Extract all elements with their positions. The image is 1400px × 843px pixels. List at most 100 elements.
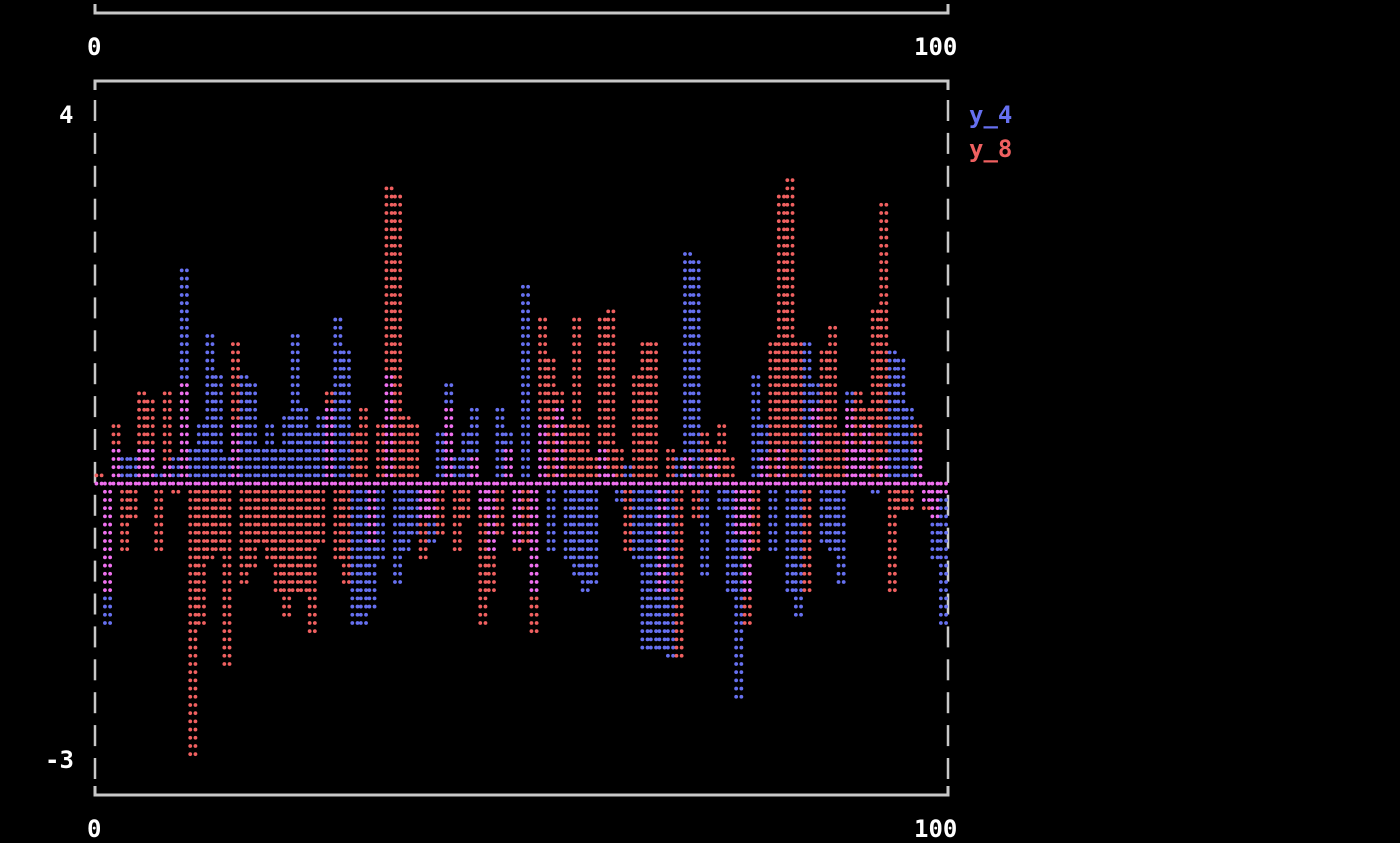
overlap-dot <box>179 416 184 420</box>
y_4-dot <box>645 555 650 560</box>
y_4-dot <box>219 440 223 445</box>
overlap-dot <box>862 473 866 478</box>
y_4-dot <box>739 637 744 642</box>
y_4-dot <box>580 547 585 552</box>
y_8-dot <box>389 334 394 338</box>
y_8-dot <box>568 473 573 478</box>
overlap-dot <box>103 522 107 527</box>
y_4-dot <box>176 457 181 461</box>
y_4-dot <box>103 621 107 625</box>
y_8-dot <box>807 580 812 584</box>
overlap-dot <box>486 522 491 527</box>
y_4-dot <box>585 539 590 543</box>
y_8-dot <box>222 498 227 502</box>
y_8-dot <box>631 432 636 437</box>
y_8-dot <box>341 522 346 527</box>
y_8-dot <box>227 588 232 593</box>
stem-x-64 <box>640 342 650 650</box>
y_8-dot <box>551 407 556 412</box>
y_8-dot <box>879 211 884 215</box>
y_4-dot <box>210 391 215 396</box>
y_8-dot <box>637 473 641 478</box>
y_8-dot <box>875 325 880 330</box>
y_8-dot <box>167 391 172 396</box>
y_4-dot <box>364 621 368 625</box>
y_8-dot <box>879 284 884 289</box>
y_8-dot <box>347 580 351 584</box>
y_4-dot <box>725 522 730 527</box>
y_8-dot <box>338 555 343 560</box>
stem-x-80 <box>776 194 786 486</box>
y_4-dot <box>819 522 824 527</box>
y_4-dot <box>521 366 525 371</box>
stem-x-88 <box>845 391 855 486</box>
y_8-dot <box>137 391 141 396</box>
overlap-dot <box>560 432 565 437</box>
y_4-dot <box>248 457 252 461</box>
y_8-dot <box>222 522 227 527</box>
y_8-dot <box>776 407 781 412</box>
y_4-dot <box>253 440 258 445</box>
y_8-dot <box>887 522 892 527</box>
y_8-dot <box>137 416 141 420</box>
y_4-dot <box>333 375 338 379</box>
y_8-dot <box>730 473 735 478</box>
y_4-dot <box>341 358 346 363</box>
y_4-dot <box>239 424 244 429</box>
overlap-dot <box>142 448 147 453</box>
overlap-dot <box>230 473 235 478</box>
y_4-dot <box>671 514 676 519</box>
y_8-dot <box>879 375 884 379</box>
y_4-dot <box>756 448 761 453</box>
y_4-dot <box>836 522 841 527</box>
y_4-dot <box>338 473 343 478</box>
overlap-dot <box>295 481 300 486</box>
y_4-dot <box>205 399 210 404</box>
y_4-dot <box>739 653 744 658</box>
y_4-dot <box>568 539 573 543</box>
y_8-dot <box>597 375 602 379</box>
y_8-dot <box>219 498 223 502</box>
y_8-dot <box>290 571 295 576</box>
y_8-dot <box>790 391 795 396</box>
overlap-dot <box>469 481 474 486</box>
y_4-dot <box>159 473 164 478</box>
y_4-dot <box>341 391 346 396</box>
y_4-dot <box>295 375 300 379</box>
y_8-dot <box>773 391 778 396</box>
overlap-dot <box>475 457 479 461</box>
overlap-dot <box>529 522 534 527</box>
y_8-dot <box>125 530 130 535</box>
y_4-dot <box>355 489 360 494</box>
y_4-dot <box>938 547 943 552</box>
y_4-dot <box>730 530 735 535</box>
y_4-dot <box>526 465 530 470</box>
overlap-dot <box>700 481 704 486</box>
y_8-dot <box>790 416 795 420</box>
y_8-dot <box>478 563 483 568</box>
y_4-dot <box>756 473 761 478</box>
y_8-dot <box>628 498 633 502</box>
y_8-dot <box>236 391 240 396</box>
y_8-dot <box>159 498 164 502</box>
y_8-dot <box>94 473 99 478</box>
y_8-dot <box>278 547 283 552</box>
y_4-dot <box>444 399 449 404</box>
y_4-dot <box>469 407 474 412</box>
y_4-dot <box>461 457 466 461</box>
y_8-dot <box>256 539 261 543</box>
y_4-dot <box>657 621 662 625</box>
y_4-dot <box>500 448 505 453</box>
y_4-dot <box>691 465 696 470</box>
stem-x-93 <box>887 350 897 593</box>
y_4-dot <box>802 465 807 470</box>
y_4-dot <box>128 457 133 461</box>
overlap-dot <box>742 514 747 519</box>
y_8-dot <box>853 416 858 420</box>
y_8-dot <box>875 440 880 445</box>
y_4-dot <box>696 284 701 289</box>
y_8-dot <box>384 243 389 248</box>
y_8-dot <box>159 489 164 494</box>
y_8-dot <box>602 375 607 379</box>
y_8-dot <box>722 457 727 461</box>
